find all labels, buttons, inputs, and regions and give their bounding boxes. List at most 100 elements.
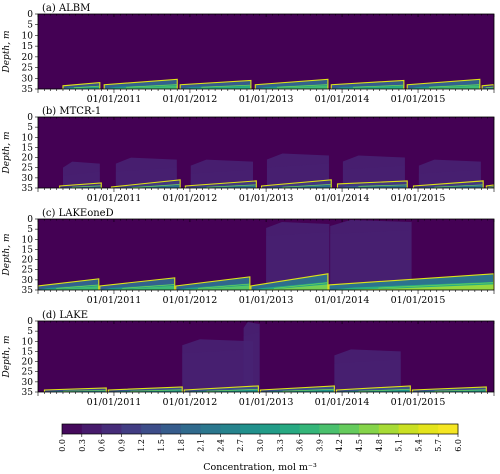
isoline (330, 79, 405, 89)
plume-region (266, 222, 330, 290)
plume-core (243, 332, 260, 392)
y-tick-label: 0 (27, 317, 33, 327)
colorbar-tick-label: 0.6 (98, 439, 107, 452)
heatmap-field (59, 153, 494, 188)
isoline (59, 182, 102, 188)
x-tick-label: 01/01/2011 (87, 397, 142, 408)
isoline (99, 277, 176, 290)
y-tick-label: 20 (22, 154, 34, 164)
isoline-inner (358, 388, 411, 392)
isoline-inner (201, 84, 251, 88)
season-peak (180, 86, 251, 89)
y-tick-label: 30 (22, 174, 34, 184)
isoline-inner (72, 185, 102, 188)
heatmap-field (43, 322, 487, 392)
y-tick-label: 30 (22, 276, 34, 286)
y-tick-label: 20 (22, 53, 34, 63)
colorbar-tick-label: 1.5 (157, 439, 166, 452)
y-tick-label: 5 (27, 327, 33, 337)
colorbar-segment (438, 424, 459, 434)
plume-region (182, 339, 253, 392)
colorbar-segment (62, 424, 83, 434)
colorbar-segment (180, 424, 201, 434)
isoline-inner (122, 284, 175, 289)
colorbar-segment (161, 424, 182, 434)
y-tick-label: 10 (22, 31, 34, 41)
isoline-inner (378, 282, 494, 289)
isoline-inner (56, 284, 99, 289)
colorbar-tick-label: 0.0 (58, 439, 67, 452)
heatmap-field (38, 220, 494, 290)
isoline (259, 385, 335, 392)
heatmap-background (38, 219, 494, 290)
isoline-inner (277, 84, 328, 88)
isoline (175, 276, 251, 290)
isoline (38, 278, 100, 290)
x-tick-label: 01/01/2014 (315, 295, 370, 306)
y-tick-label: 0 (27, 113, 33, 123)
colorbar-tick-label: 5.7 (434, 439, 443, 452)
season-peak (328, 284, 494, 290)
colorbar-segment (359, 424, 380, 434)
colorbar-segment (240, 424, 261, 434)
x-tick-label: 01/01/2015 (391, 397, 446, 408)
colorbar-tick-label: 0.9 (117, 439, 126, 452)
plume-region (342, 155, 405, 188)
isoline (335, 385, 411, 392)
colorbar: 0.0 0.3 0.6 0.9 1.2 1.5 1.8 2.1 2.4 2.7 3.0 3.3 3.6 3… (58, 423, 463, 473)
colorbar-segment (339, 424, 360, 434)
colorbar-tick-label: 2.4 (216, 439, 225, 452)
isoline (250, 273, 329, 290)
colorbar-tick-label: 3.3 (276, 439, 285, 452)
colorbar-segment (398, 424, 419, 434)
x-tick-label: 01/01/2013 (239, 94, 294, 105)
x-tick-label: 01/01/2015 (391, 193, 446, 204)
plume-core (182, 349, 253, 392)
y-tick-label: 30 (22, 74, 34, 84)
y-tick-label: 10 (22, 337, 34, 347)
y-tick-label: 5 (27, 123, 33, 133)
colorbar-label: Concentration, mol m⁻³ (203, 462, 317, 473)
colorbar-segment (279, 424, 300, 434)
plume-region (62, 161, 100, 188)
isoline-inner (353, 84, 404, 88)
plume-core (330, 230, 412, 290)
y-tick-label: 35 (22, 286, 34, 296)
colorbar-tick-label: 0.3 (78, 439, 87, 452)
plume-region (190, 159, 253, 188)
colorbar-segment (299, 424, 320, 434)
isoline-inner (434, 389, 487, 392)
y-tick-label: 15 (22, 245, 34, 255)
x-tick-label: 01/01/2012 (163, 295, 218, 306)
y-tick-label: 15 (22, 143, 34, 153)
isoline-inner (206, 184, 257, 188)
x-tick-label: 01/01/2013 (239, 295, 294, 306)
season-peak (175, 285, 250, 290)
season-peak (99, 285, 175, 290)
y-tick-label: 35 (22, 388, 34, 398)
plume-region (243, 322, 260, 392)
colorbar-segment (101, 424, 122, 434)
isoline-inner (273, 282, 328, 289)
season-peak (331, 86, 404, 89)
y-tick-label: 25 (22, 164, 34, 174)
colorbar-tick-label: 2.7 (236, 439, 245, 452)
isoline-inner (130, 389, 183, 392)
y-tick-label: 15 (22, 347, 34, 357)
isoline (62, 81, 101, 89)
isoline (107, 386, 183, 392)
colorbar-tick-label: 2.1 (197, 439, 206, 452)
x-tick-label: 01/01/2011 (87, 193, 142, 204)
y-tick-label: 10 (22, 133, 34, 143)
y-tick-label: 25 (22, 368, 34, 378)
panel-title: (d) LAKE (42, 310, 88, 321)
colorbar-tick-label: 3.9 (315, 439, 324, 452)
x-tick-label: 01/01/2015 (391, 295, 446, 306)
isoline-inner (132, 183, 181, 188)
colorbar-segment (200, 424, 221, 434)
isoline (260, 179, 332, 188)
colorbar-tick-label: 6.0 (454, 439, 463, 452)
